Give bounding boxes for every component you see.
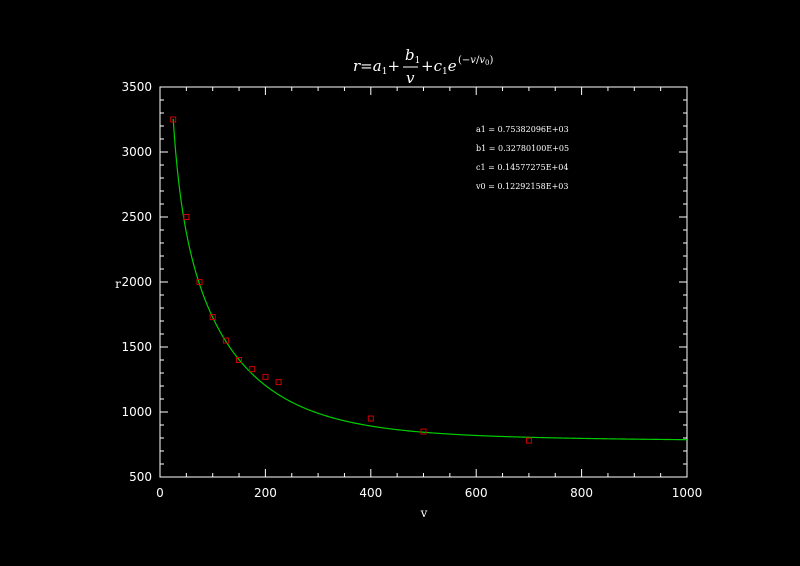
annotation-c1: c1 = 0.14577275E+04 [476, 163, 568, 172]
annotation-a1: a1 = 0.75382096E+03 [476, 125, 569, 134]
x-tick-label: 400 [359, 486, 382, 500]
data-point [275, 379, 282, 386]
x-tick-label: 1000 [672, 486, 703, 500]
title-plus-2: + [421, 57, 434, 75]
data-points [170, 116, 532, 444]
title-r: r [353, 57, 361, 75]
svg-text:r=a1+: r=a1+ [353, 57, 400, 77]
x-tick-label: 600 [465, 486, 488, 500]
title-exp-v: v [470, 55, 476, 66]
data-point [196, 279, 203, 285]
y-tick-label: 3500 [121, 80, 152, 94]
x-tick-label: 200 [254, 486, 277, 500]
y-tick-label: 500 [129, 470, 152, 484]
data-point [420, 428, 427, 435]
data-point [367, 415, 374, 422]
title-b-sub: 1 [415, 56, 421, 66]
title-exp-v0: v [479, 55, 485, 66]
svg-text:b1: b1 [405, 46, 420, 66]
svg-text:v: v [406, 69, 415, 87]
y-tick-label: 2500 [121, 210, 152, 224]
fit-curve-line [172, 118, 688, 441]
y-tick-label: 2000 [121, 275, 152, 289]
x-tick-label: 800 [570, 486, 593, 500]
y-axis-label: r [115, 277, 121, 291]
data-point [525, 437, 532, 444]
parameter-annotations: a1 = 0.75382096E+03 b1 = 0.32780100E+05 … [475, 125, 569, 191]
axes: 0 200 400 600 800 1000 500 1000 1500 2000 2500 3000… [121, 80, 702, 500]
chart-title: r=a1+ b1 v +c1e (−v/v0) [353, 46, 493, 87]
title-exp-v0-sub: 0 [485, 59, 489, 67]
title-b: b [405, 46, 415, 64]
data-point [209, 314, 216, 321]
title-exp-slash: / [476, 55, 480, 66]
annotation-b1: b1 = 0.32780100E+05 [476, 144, 569, 153]
title-v: v [406, 69, 415, 87]
x-axis-label: v [420, 506, 428, 520]
title-equals: = [360, 57, 373, 75]
title-c-sub: 1 [442, 67, 448, 77]
fit-curve [172, 118, 688, 441]
data-point [183, 214, 190, 220]
data-point [262, 373, 269, 380]
title-e: e [448, 57, 457, 75]
annotation-v0: v0 = 0.12292158E+03 [475, 182, 568, 191]
y-tick-label: 1000 [121, 405, 152, 419]
title-a: a [373, 57, 382, 75]
title-c: c [434, 57, 443, 75]
title-plus-1: + [387, 57, 400, 75]
data-point [222, 337, 229, 344]
title-a-sub: 1 [382, 67, 388, 77]
data-point [249, 366, 256, 373]
data-point [170, 116, 177, 123]
svg-text:(−v/v0): (−v/v0) [458, 55, 493, 67]
x-tick-label: 0 [156, 486, 164, 500]
y-tick-label: 1500 [121, 340, 152, 354]
title-exp-close: ) [489, 55, 493, 66]
svg-text:+c1e: +c1e [421, 57, 457, 77]
title-exp-open: (− [458, 55, 470, 66]
y-tick-label: 3000 [121, 145, 152, 159]
data-point [236, 357, 243, 363]
